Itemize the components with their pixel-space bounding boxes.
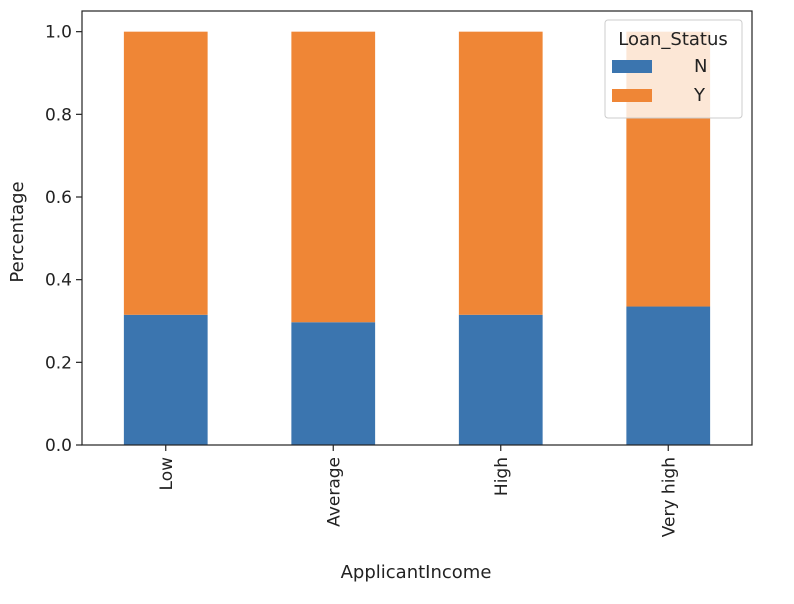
bars-layer [123, 31, 711, 445]
x-tick-label: Low [157, 457, 177, 491]
bar-y-average [291, 31, 376, 323]
legend-swatch-n [612, 60, 652, 73]
y-axis-label: Percentage [7, 181, 28, 282]
bar-n-low [123, 314, 208, 445]
legend-label-y: Y [693, 85, 706, 106]
y-tick-label: 0.0 [45, 436, 72, 456]
y-tick-label: 0.4 [45, 271, 72, 291]
y-tick-label: 0.8 [45, 105, 72, 125]
legend-label-n: N [694, 56, 707, 77]
bar-n-average [291, 322, 376, 445]
x-tick-label: Very high [659, 457, 679, 537]
axes-layer: 0.0 0.2 0.4 0.6 0.8 1.0 Low Average High Very hig… [45, 10, 753, 537]
y-tick-label: 1.0 [45, 23, 72, 43]
legend: Loan_Status NY [604, 19, 743, 119]
bar-y-high [458, 31, 543, 315]
x-axis-label: ApplicantIncome [341, 562, 492, 583]
x-tick-label: High [492, 457, 512, 496]
plot-frame [81, 10, 753, 446]
y-tick-label: 0.6 [45, 188, 72, 208]
bar-n-high [458, 314, 543, 445]
legend-title: Loan_Status [618, 29, 728, 50]
y-tick-label: 0.2 [45, 353, 72, 373]
legend-swatch-y [612, 89, 652, 102]
bar-y-low [123, 31, 208, 315]
x-tick-label: Average [324, 457, 344, 527]
bar-n-very-high [626, 306, 711, 445]
